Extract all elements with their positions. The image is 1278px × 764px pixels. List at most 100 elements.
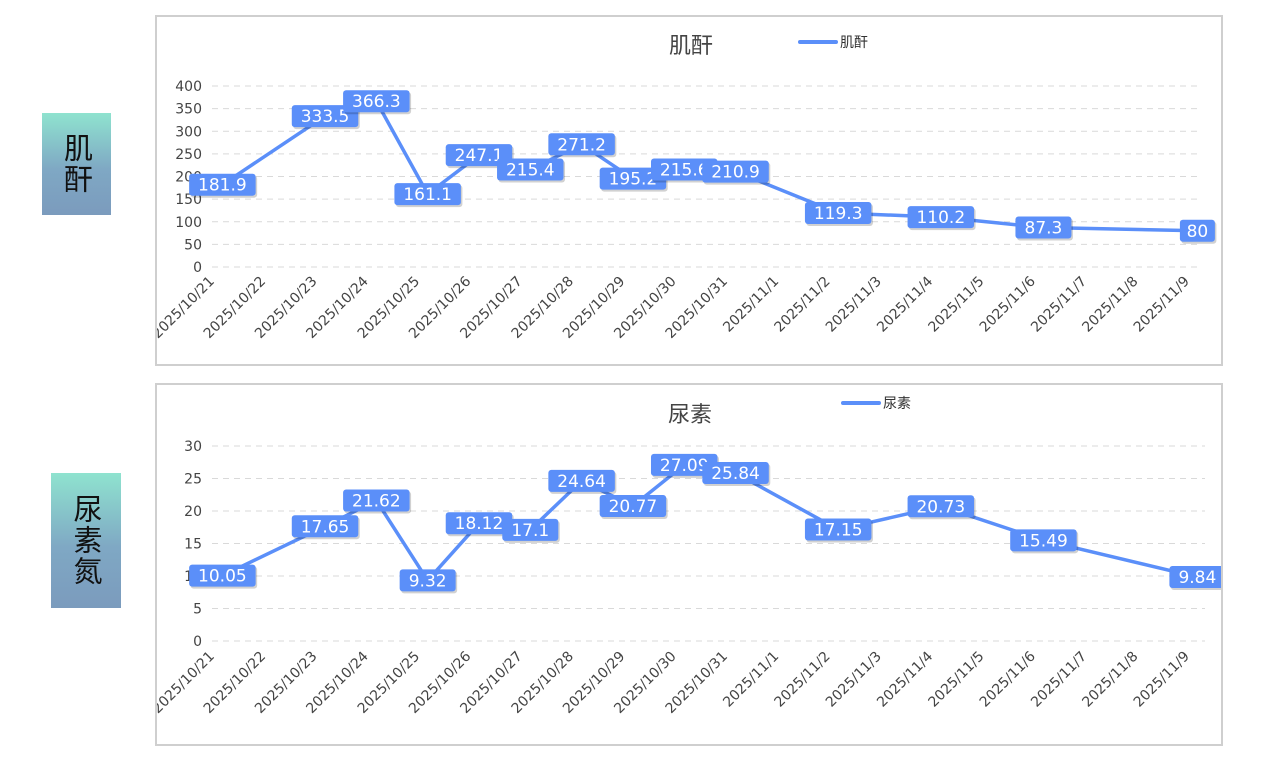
data-point: 10.05 <box>189 564 258 589</box>
data-point: 15.49 <box>1010 529 1079 554</box>
y-tick-label: 50 <box>184 237 202 253</box>
data-label-box <box>650 158 718 181</box>
data-label-box <box>497 158 564 181</box>
y-tick-label: 5 <box>193 602 202 618</box>
y-tick-label: 350 <box>175 102 202 118</box>
data-label: 110.2 <box>916 208 965 228</box>
data-label: 24.64 <box>557 472 606 492</box>
data-label-box <box>445 512 513 535</box>
data-label-box <box>445 144 513 167</box>
data-label: 181.9 <box>198 176 247 196</box>
y-tick-label: 30 <box>184 439 202 455</box>
data-label-box <box>650 453 718 476</box>
data-label: 247.1 <box>455 146 504 166</box>
data-point: 9.84 <box>1169 566 1221 591</box>
creatinine-chart-panel: 肌酐 肌酐 0 50 100 150 200 250 300 350 400 2025/10/21 20… <box>155 15 1223 366</box>
data-label-box <box>804 518 872 541</box>
y-tick-label: 0 <box>193 260 202 276</box>
data-label-box <box>548 469 615 492</box>
data-label-box <box>189 564 256 587</box>
data-point: 215.4 <box>497 158 566 183</box>
y-tick-label: 250 <box>175 147 202 163</box>
data-label: 10.05 <box>198 567 247 587</box>
side-label-urea: 尿素氮 <box>51 473 121 608</box>
y-tick-label: 25 <box>184 472 202 488</box>
data-label: 20.73 <box>916 497 965 517</box>
data-point: 119.3 <box>804 202 873 227</box>
data-label: 27.09 <box>660 456 709 476</box>
data-point: 181.9 <box>189 173 258 198</box>
data-label: 20.77 <box>609 497 658 517</box>
side-label-creatinine: 肌酐 <box>42 113 111 215</box>
legend-entry: 尿素 <box>883 396 911 412</box>
data-label-box <box>599 494 667 517</box>
data-label: 195.2 <box>609 170 658 190</box>
data-point: 20.77 <box>599 494 668 519</box>
data-label-box <box>189 173 256 196</box>
data-point: 195.2 <box>599 167 668 192</box>
data-label-box <box>548 133 615 156</box>
data-point: 80 <box>1179 219 1217 244</box>
data-label-box <box>399 569 456 592</box>
legend-entry: 肌酐 <box>840 35 868 51</box>
data-label-box <box>1015 216 1072 239</box>
data-point: 18.12 <box>445 512 514 537</box>
urea-chart: 尿素尿素0510152025302025/10/212025/10/222025… <box>157 396 1221 717</box>
data-point: 17.65 <box>291 515 360 540</box>
data-label: 215.4 <box>506 161 555 181</box>
data-label: 87.3 <box>1025 218 1063 238</box>
data-label: 25.84 <box>711 464 760 484</box>
data-point: 21.62 <box>343 489 412 514</box>
data-label: 18.12 <box>455 514 504 534</box>
y-tick-label: 150 <box>175 192 202 208</box>
data-label: 161.1 <box>403 185 452 205</box>
data-label: 21.62 <box>352 491 401 511</box>
data-label-box <box>702 462 769 485</box>
data-point: 366.3 <box>343 90 412 115</box>
data-label: 366.3 <box>352 92 401 112</box>
data-label: 17.65 <box>301 517 350 537</box>
data-label: 215.6 <box>660 160 709 180</box>
x-tick-label: 2025/11/9 <box>1131 274 1193 336</box>
data-point: 271.2 <box>548 133 617 158</box>
data-point: 110.2 <box>907 206 976 231</box>
data-label-box <box>1010 529 1077 552</box>
urea-chart-panel: 尿素尿素0510152025302025/10/212025/10/222025… <box>155 383 1223 746</box>
data-point: 25.84 <box>702 462 771 487</box>
x-tick-label: 2025/11/9 <box>1131 649 1193 711</box>
data-point: 9.32 <box>399 569 458 594</box>
data-label-box <box>907 206 975 229</box>
data-label-box <box>907 495 975 518</box>
data-label-box <box>343 90 410 113</box>
data-label-box <box>502 518 559 541</box>
data-label-box <box>394 183 461 206</box>
data-point: 333.5 <box>291 105 360 130</box>
data-label: 271.2 <box>557 135 606 155</box>
data-label: 9.84 <box>1178 568 1216 588</box>
data-label: 9.32 <box>409 571 447 591</box>
data-label: 80 <box>1187 222 1209 242</box>
data-label: 333.5 <box>301 107 350 127</box>
data-label-box <box>804 202 872 225</box>
data-point: 161.1 <box>394 183 463 208</box>
data-label: 17.15 <box>814 521 863 541</box>
data-point: 17.15 <box>804 518 873 543</box>
data-label: 17.1 <box>511 521 549 541</box>
chart-title: 肌酐 <box>669 34 713 59</box>
data-label-box <box>1169 566 1221 589</box>
data-label: 15.49 <box>1019 531 1068 551</box>
data-label-box <box>599 167 667 190</box>
data-point: 24.64 <box>548 469 617 494</box>
data-label-box <box>291 515 359 538</box>
data-point: 17.1 <box>502 518 560 543</box>
data-label-box <box>702 160 769 183</box>
data-label: 210.9 <box>711 163 760 183</box>
y-tick-label: 15 <box>184 537 202 553</box>
chart-title: 尿素 <box>668 403 712 428</box>
data-label-box <box>291 105 359 128</box>
creatinine-chart: 肌酐 肌酐0501001502002503003504002025/10/2120… <box>157 34 1217 342</box>
data-point: 247.1 <box>445 144 514 169</box>
data-point: 87.3 <box>1015 216 1073 241</box>
data-label-box <box>343 489 410 512</box>
y-tick-label: 20 <box>184 504 202 520</box>
